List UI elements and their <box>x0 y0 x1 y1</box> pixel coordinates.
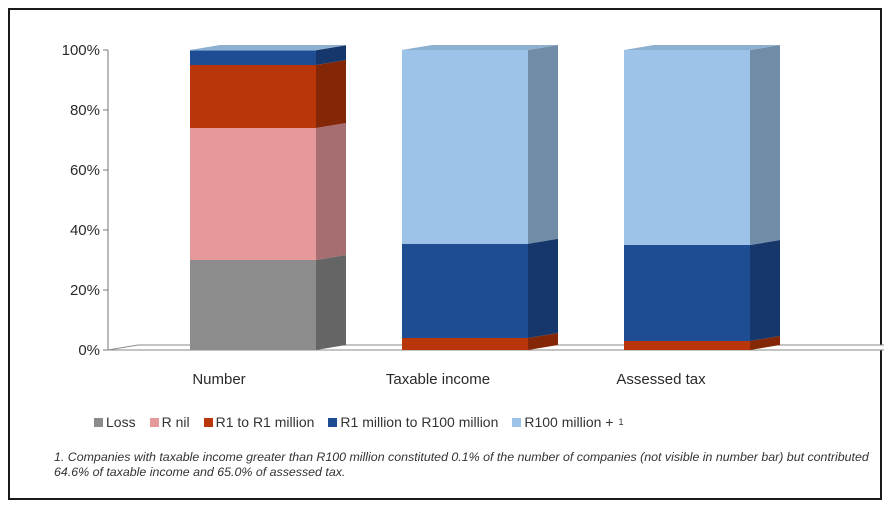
bar-side <box>750 240 780 341</box>
bar-segment <box>190 45 346 65</box>
legend-swatch <box>328 417 338 427</box>
legend-item-r1-to-r1-million: R1 to R1 million <box>203 414 315 430</box>
bar-side <box>750 45 780 245</box>
bar-front <box>402 243 528 338</box>
bar-front <box>190 65 316 128</box>
legend-label: R100 million + <box>524 414 614 430</box>
bar-front <box>190 260 316 350</box>
bar-side <box>316 45 346 51</box>
legend-label: R1 to R1 million <box>215 414 315 430</box>
bar-front <box>190 50 316 65</box>
bar-segment <box>624 336 780 350</box>
bar-top <box>190 45 346 50</box>
bar-front <box>624 341 750 350</box>
bar-top <box>402 45 558 50</box>
y-tick-label: 20% <box>70 282 100 299</box>
bar-side <box>316 255 346 350</box>
chart-footnote: 1. Companies with taxable income greater… <box>54 450 869 479</box>
bar-segment <box>190 60 346 128</box>
bar-side <box>316 45 346 65</box>
bar-segment <box>624 240 780 341</box>
legend-swatch <box>149 417 159 427</box>
legend-item-r100-million-plus: R100 million + 1 <box>512 414 624 430</box>
bar-side <box>528 45 558 244</box>
bar-segment <box>624 45 780 245</box>
bar-side <box>528 333 558 350</box>
bar-side <box>316 60 346 128</box>
legend-swatch <box>512 417 522 427</box>
x-category-label: Assessed tax <box>616 371 706 388</box>
bar-segment <box>402 45 558 244</box>
y-tick-label: 60% <box>70 162 100 179</box>
legend-label: Loss <box>106 414 136 430</box>
bar-segment <box>190 255 346 350</box>
bar-side <box>316 123 346 260</box>
chart-legend: Loss R nil R1 to R1 million R1 million t… <box>94 412 884 432</box>
y-tick-label: 0% <box>78 342 100 359</box>
y-tick-label: 80% <box>70 102 100 119</box>
x-category-label: Taxable income <box>386 371 490 388</box>
bar-side <box>528 238 558 338</box>
bar-side <box>750 336 780 350</box>
bar-front <box>624 245 750 341</box>
legend-item-r-nil: R nil <box>149 414 190 430</box>
legend-item-r1-million-to-r100-million: R1 million to R100 million <box>328 414 498 430</box>
legend-swatch <box>94 417 103 427</box>
y-tick-label: 100% <box>62 42 100 59</box>
legend-label: R1 million to R100 million <box>340 414 499 430</box>
bar-stack <box>190 45 346 350</box>
bar-segment <box>402 333 558 350</box>
bar-front <box>402 50 528 244</box>
bar-front <box>402 338 528 350</box>
bar-front <box>190 128 316 260</box>
bar-front <box>624 50 750 245</box>
bar-segment <box>190 45 346 51</box>
y-tick-label: 40% <box>70 222 100 239</box>
chart-plot: 0% 20% 40% 60% 80% 100% Number Taxable income As… <box>62 42 884 388</box>
bar-stack <box>624 45 780 350</box>
bar-stack <box>402 45 558 350</box>
bar-front <box>190 50 316 51</box>
bar-top <box>624 45 780 50</box>
legend-label: R nil <box>161 414 190 430</box>
legend-footnote-marker: 1 <box>618 417 624 427</box>
bar-segment <box>190 123 346 260</box>
bar-segment <box>402 238 558 338</box>
legend-item-loss: Loss <box>94 414 136 430</box>
x-category-label: Number <box>192 371 245 388</box>
chart-frame: 0% 20% 40% 60% 80% 100% Number Taxable income As… <box>8 8 884 500</box>
legend-swatch <box>203 417 213 427</box>
